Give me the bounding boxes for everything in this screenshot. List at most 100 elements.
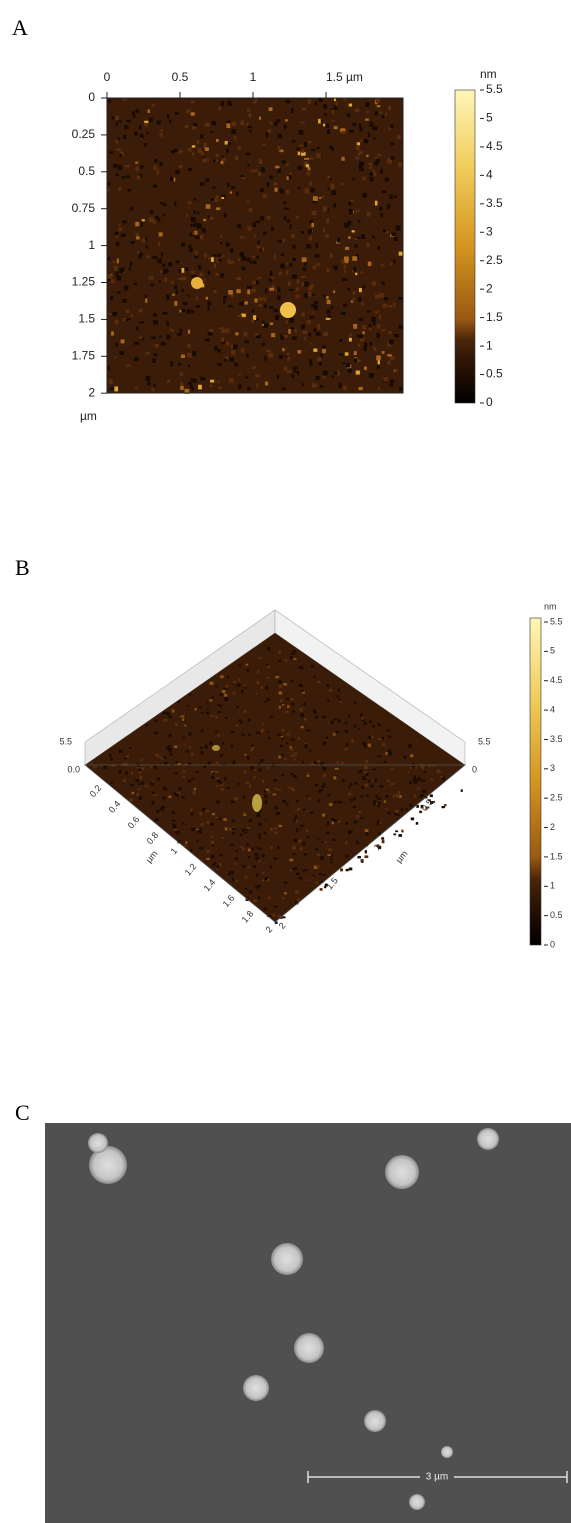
speckle [324,234,330,238]
speckle [190,100,195,104]
speckle [174,301,178,306]
speckle [358,810,362,814]
x-tick-label: 1 [250,70,257,84]
speckle [269,827,273,831]
speckle [174,772,179,775]
speckle [387,749,392,753]
speckle [212,254,217,257]
speckle [294,328,297,333]
speckle [112,260,116,264]
speckle [312,874,315,877]
speckle [260,686,264,689]
speckle [190,112,195,116]
speckle [259,759,264,763]
speckle [308,332,312,337]
speckle [347,786,351,789]
speckle [377,737,382,741]
speckle [344,222,349,228]
speckle [207,332,213,336]
speckle [227,100,232,106]
speckle [295,820,299,823]
speckle [155,719,158,723]
speckle [237,223,242,229]
speckle [215,195,219,199]
speckle [239,252,245,257]
speckle [307,99,312,104]
speckle [324,883,328,887]
speckle [253,899,257,903]
speckle [247,163,250,167]
speckle [374,294,380,299]
speckle [151,791,155,795]
speckle [209,329,214,332]
speckle [157,217,161,222]
speckle [415,822,419,825]
colorbar-tick-label: 4.5 [550,675,563,685]
speckle [123,285,129,291]
speckle [219,235,223,238]
speckle [162,796,166,800]
speckle [246,285,252,289]
speckle [275,777,280,780]
speckle [383,800,387,803]
speckle [344,730,349,733]
speckle [379,293,384,298]
speckle [369,166,372,169]
speckle [148,217,154,223]
speckle [224,140,228,145]
speckle [232,681,237,684]
speckle [119,153,123,158]
speckle [347,288,350,291]
speckle [268,352,274,358]
speckle [153,313,157,317]
speckle [232,819,236,822]
speckle [187,167,193,171]
speckle [349,129,355,133]
speckle [304,743,308,748]
speckle [224,716,228,719]
speckle [377,153,382,157]
speckle [256,245,260,249]
speckle [327,187,330,190]
speckle [375,156,378,160]
speckle [257,657,262,660]
speckle [155,216,159,220]
speckle [223,295,227,300]
speckle [389,262,393,266]
speckle [250,766,254,770]
speckle [209,384,213,388]
speckle [398,387,403,391]
speckle [277,240,283,243]
speckle [261,871,265,875]
speckle [388,735,392,738]
speckle [205,178,210,183]
speckle [135,161,139,164]
speckle [262,855,265,858]
speckle [114,386,119,392]
speckle [397,162,402,167]
speckle [230,261,234,265]
speckle [168,734,172,737]
speckle [302,869,306,872]
speckle [200,150,204,155]
speckle [195,304,200,308]
speckle [190,217,196,223]
speckle [323,886,327,889]
speckle [329,178,332,181]
speckle [277,168,282,173]
speckle [360,139,363,142]
speckle [305,869,308,871]
speckle [289,858,294,862]
speckle [174,793,179,797]
speckle [365,832,369,836]
speckle [189,247,193,253]
speckle [156,170,160,175]
colorbar-tick-label: 4.5 [486,139,503,153]
speckle [288,174,292,179]
speckle [133,282,138,285]
speckle [123,757,127,760]
speckle [178,277,182,280]
particle [191,277,203,289]
speckle [203,278,206,282]
speckle [328,848,333,851]
